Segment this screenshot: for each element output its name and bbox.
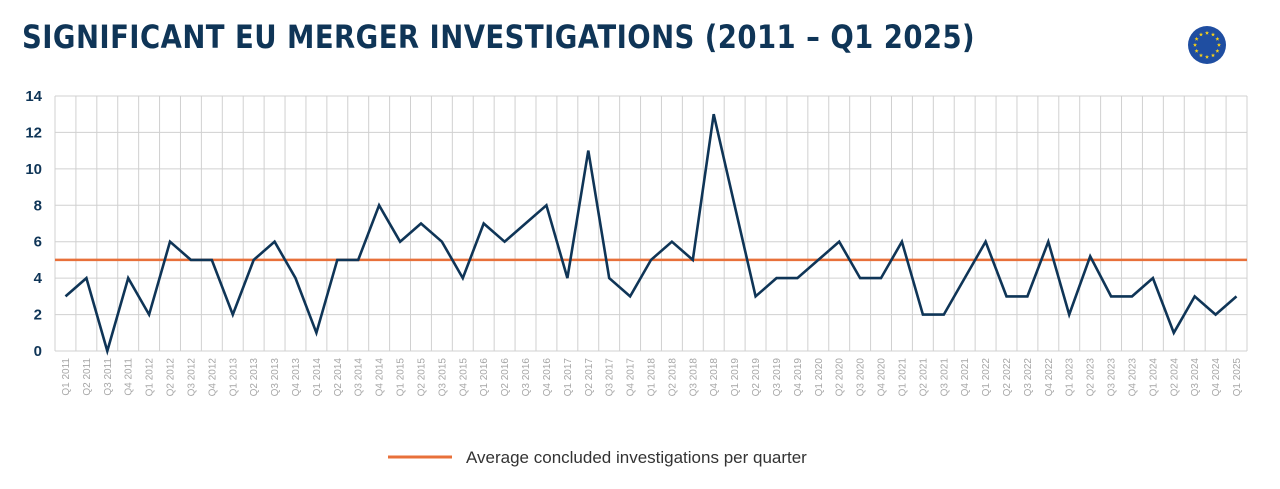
flag-star-icon	[1192, 42, 1198, 47]
x-tick-label: Q1 2023	[1065, 358, 1076, 397]
x-tick-label: Q4 2014	[375, 358, 386, 397]
x-tick-label: Q2 2016	[500, 358, 511, 397]
x-tick-label: Q1 2014	[312, 358, 323, 397]
x-tick-label: Q1 2017	[563, 358, 574, 397]
x-tick-label: Q1 2019	[730, 358, 741, 397]
series-line	[64, 113, 1238, 356]
x-tick-label: Q2 2020	[835, 358, 846, 397]
y-tick-label: 6	[34, 234, 42, 251]
x-tick-label: Q2 2022	[1002, 358, 1013, 397]
x-tick-label: Q2 2013	[249, 358, 260, 397]
x-tick-label: Q2 2019	[751, 358, 762, 397]
legend: Average concluded investigations per qua…	[388, 448, 807, 467]
x-tick-label: Q4 2022	[1044, 358, 1055, 397]
x-tick-label: Q2 2021	[918, 358, 929, 397]
x-tick-label: Q3 2016	[521, 358, 532, 397]
x-tick-label: Q1 2016	[479, 358, 490, 397]
series-line-group	[64, 113, 1238, 356]
flag-star-icon	[1210, 32, 1216, 37]
flag-star-icon	[1198, 32, 1204, 37]
y-tick-label: 8	[34, 197, 42, 214]
y-tick-label: 0	[34, 343, 42, 360]
x-tick-label: Q2 2014	[333, 358, 344, 397]
legend-label-average: Average concluded investigations per qua…	[466, 448, 807, 467]
x-axis-tick-labels: Q1 2011 Q2 2011 Q3 2011 Q4 2011 Q1 2012 Q2 20…	[61, 358, 1243, 397]
x-tick-label: Q4 2018	[709, 358, 720, 397]
flag-star-icon	[1204, 54, 1210, 59]
page-title: SIGNIFICANT EU MERGER INVESTIGATIONS (20…	[22, 18, 976, 56]
x-tick-label: Q1 2025	[1232, 358, 1243, 397]
x-tick-label: Q3 2023	[1107, 358, 1118, 397]
x-tick-label: Q3 2021	[939, 358, 950, 397]
x-tick-label: Q1 2022	[981, 358, 992, 397]
x-tick-label: Q2 2018	[667, 358, 678, 397]
x-tick-label: Q2 2015	[416, 358, 427, 397]
flag-star-icon	[1215, 48, 1220, 53]
x-tick-label: Q4 2017	[626, 358, 637, 397]
x-tick-label: Q3 2019	[772, 358, 783, 397]
y-tick-label: 10	[25, 161, 42, 178]
x-tick-label: Q1 2015	[396, 358, 407, 397]
vertical-gridlines	[54, 96, 1248, 351]
x-tick-label: Q4 2021	[960, 358, 971, 397]
x-tick-label: Q3 2018	[688, 358, 699, 397]
x-tick-label: Q2 2017	[584, 358, 595, 397]
x-tick-label: Q2 2024	[1169, 358, 1180, 397]
y-tick-label: 2	[34, 307, 42, 324]
y-tick-label: 14	[25, 88, 42, 105]
flag-star-icon	[1216, 42, 1222, 47]
x-tick-label: Q1 2013	[228, 358, 239, 397]
x-tick-label: Q1 2018	[647, 358, 658, 397]
x-tick-label: Q3 2022	[1023, 358, 1034, 397]
x-tick-label: Q4 2019	[793, 358, 804, 397]
y-tick-label: 4	[34, 270, 43, 287]
x-tick-label: Q2 2012	[166, 358, 177, 397]
x-tick-label: Q3 2012	[186, 358, 197, 397]
x-tick-label: Q3 2020	[856, 358, 867, 397]
x-tick-label: Q1 2012	[145, 358, 156, 397]
x-tick-label: Q4 2023	[1127, 358, 1138, 397]
x-tick-label: Q1 2021	[897, 358, 908, 397]
flag-star-icon	[1204, 30, 1210, 35]
x-tick-label: Q1 2020	[814, 358, 825, 397]
x-tick-label: Q1 2011	[61, 358, 72, 396]
x-tick-label: Q2 2011	[82, 358, 93, 396]
x-tick-label: Q3 2014	[354, 358, 365, 397]
eu-flag-icon	[1188, 26, 1226, 64]
x-tick-label: Q3 2015	[437, 358, 448, 397]
x-tick-label: Q3 2011	[103, 358, 114, 396]
x-tick-label: Q2 2023	[1086, 358, 1097, 397]
x-tick-label: Q4 2013	[291, 358, 302, 397]
flag-star-icon	[1194, 48, 1199, 53]
x-tick-label: Q4 2020	[877, 358, 888, 397]
x-tick-label: Q4 2024	[1211, 358, 1222, 397]
x-tick-label: Q1 2024	[1148, 358, 1159, 397]
flag-star-icon	[1210, 53, 1216, 58]
flag-star-icon	[1198, 53, 1204, 58]
y-tick-label: 12	[25, 124, 42, 141]
flag-star-icon	[1215, 36, 1220, 41]
y-axis-tick-labels: 0 2 4 6 8 10 12 14	[25, 88, 42, 360]
x-tick-label: Q4 2012	[207, 358, 218, 397]
x-tick-label: Q4 2016	[542, 358, 553, 397]
x-tick-label: Q3 2024	[1190, 358, 1201, 397]
x-tick-label: Q4 2011	[124, 358, 135, 396]
x-tick-label: Q4 2015	[458, 358, 469, 397]
x-tick-label: Q3 2013	[270, 358, 281, 397]
flag-star-icon	[1194, 36, 1199, 41]
horizontal-gridlines	[55, 95, 1247, 352]
x-tick-label: Q3 2017	[605, 358, 616, 397]
